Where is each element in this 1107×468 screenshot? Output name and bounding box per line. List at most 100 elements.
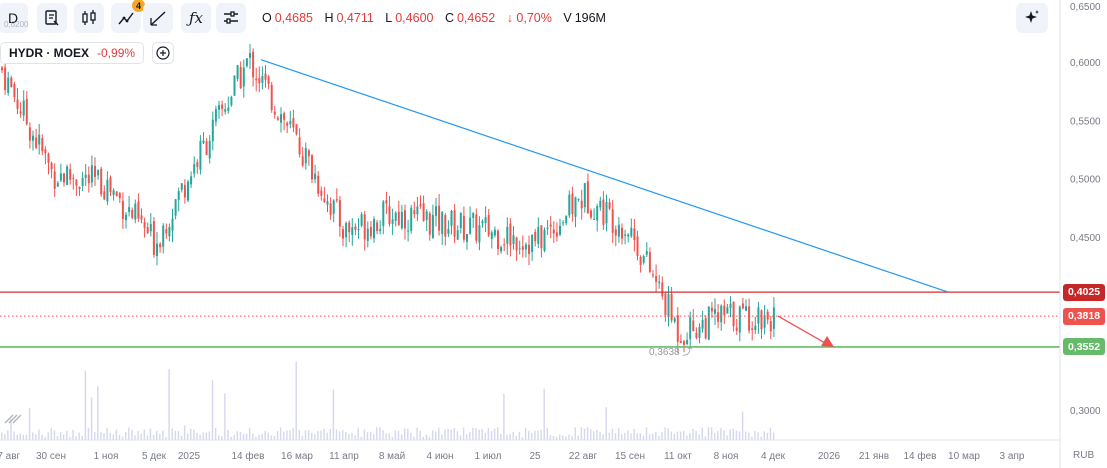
- bar-replay-button[interactable]: [37, 3, 67, 33]
- candle-body: [447, 229, 450, 234]
- volume-bar: [562, 435, 564, 440]
- candle-body: [4, 67, 7, 91]
- volume-bar: [174, 430, 176, 440]
- volume-bar: [683, 430, 685, 440]
- candle-body: [273, 111, 276, 115]
- candle-body: [47, 153, 50, 163]
- volume-bar: [469, 432, 471, 440]
- candle-body: [369, 226, 372, 237]
- drawing-tools-button[interactable]: [143, 3, 173, 33]
- candle-body: [28, 127, 31, 141]
- volume-bar: [183, 425, 186, 440]
- candle-body: [630, 227, 633, 237]
- volume-bar: [518, 431, 521, 440]
- time-axis[interactable]: 27 авг 30 сен 1 ноя 5 дек 2025 14 фев 16 мар 11…: [0, 450, 1025, 462]
- candle-body: [676, 315, 679, 342]
- time-axis-tick: 8 ноя: [714, 451, 739, 462]
- candle-body: [280, 114, 282, 123]
- volume-bar: [214, 427, 217, 440]
- candle-body: [543, 229, 546, 251]
- time-axis-tick: 21 янв: [859, 451, 889, 462]
- candle-body: [345, 222, 348, 238]
- candle-body: [574, 197, 577, 217]
- high-label: H: [324, 11, 334, 25]
- volume-bar: [180, 435, 183, 440]
- volume-bar: [568, 434, 570, 440]
- time-axis-tick: 14 фев: [903, 450, 936, 462]
- chart-settings-button[interactable]: [216, 3, 246, 33]
- interval-button[interactable]: D: [0, 3, 28, 33]
- candle-body: [10, 77, 13, 88]
- candle-body: [617, 224, 620, 237]
- price-axis[interactable]: 0,6500 0,6000 0,5500 0,5000 0,4500 0,3000 RUB: [1070, 2, 1101, 461]
- symbol-chip[interactable]: HYDR · MOEX -0,99%: [0, 42, 145, 64]
- candle-body: [13, 83, 16, 98]
- forecast-arrow-head: [821, 335, 834, 347]
- candle-body: [335, 199, 338, 201]
- candle-body: [500, 246, 503, 252]
- candle-body: [642, 256, 645, 263]
- low-value: 0,4600: [395, 11, 434, 25]
- candle-body: [537, 226, 540, 245]
- candle-body: [416, 206, 419, 215]
- time-axis-tick: 14 фев: [231, 450, 264, 462]
- volume-bar: [342, 429, 344, 440]
- volume-bar: [373, 434, 375, 440]
- volume-bar: [645, 427, 648, 440]
- volume-bar: [670, 431, 672, 440]
- volume-bar: [413, 436, 415, 440]
- volume-bar: [546, 427, 548, 440]
- fx-button[interactable]: ƒx: [181, 3, 211, 33]
- volume-bar: [614, 432, 617, 440]
- candle-body: [732, 301, 735, 327]
- volume-bar: [720, 427, 722, 440]
- candle-body: [388, 206, 391, 224]
- candle-body: [515, 237, 518, 251]
- drawings[interactable]: [0, 59, 1060, 348]
- candle-body: [518, 248, 521, 250]
- candle-body: [360, 214, 363, 226]
- candle-body: [568, 194, 571, 216]
- volume-bar: [729, 429, 731, 440]
- volume-bar: [738, 431, 741, 440]
- high-value: 0,4711: [336, 11, 374, 25]
- volume-bar: [351, 432, 353, 440]
- indicators-button[interactable]: 4: [111, 0, 145, 33]
- volume-bar: [320, 430, 322, 440]
- candle-body: [481, 221, 484, 224]
- candle-body: [456, 230, 459, 240]
- volume-bar: [435, 431, 437, 440]
- chart-type-button[interactable]: [74, 3, 104, 33]
- volume-bar: [524, 427, 527, 440]
- candle-body: [655, 276, 658, 282]
- close-value: 0,4652: [456, 11, 496, 25]
- compare-symbol-button[interactable]: [152, 42, 175, 64]
- candle-body: [75, 179, 78, 186]
- volume-bar: [701, 427, 703, 440]
- candle-body: [292, 118, 295, 128]
- candle-body: [605, 201, 608, 224]
- candle-body: [769, 321, 772, 332]
- downtrend-line[interactable]: [260, 59, 949, 293]
- ai-assistant-button[interactable]: [1016, 3, 1048, 33]
- volume-bar: [317, 431, 319, 440]
- time-axis-tick: 30 сен: [36, 451, 66, 462]
- volume-bar: [410, 432, 412, 440]
- period-low-label: 0,3638 ⤴: [649, 347, 693, 358]
- volume-bar: [165, 436, 167, 440]
- volume-bar: [112, 434, 114, 440]
- logo-icon: [4, 414, 22, 424]
- volume-bar: [425, 434, 428, 440]
- volume-bar: [404, 428, 406, 440]
- volume-bar: [193, 429, 195, 440]
- volume-bar: [407, 428, 409, 440]
- forecast-arrow-line[interactable]: [777, 315, 826, 344]
- volume-bar: [679, 431, 682, 440]
- candle-body: [32, 135, 34, 141]
- volume-bar: [41, 434, 43, 440]
- candle-body: [276, 117, 279, 120]
- candle-body: [56, 182, 59, 187]
- candle-body: [323, 198, 326, 202]
- candle-body: [534, 231, 537, 242]
